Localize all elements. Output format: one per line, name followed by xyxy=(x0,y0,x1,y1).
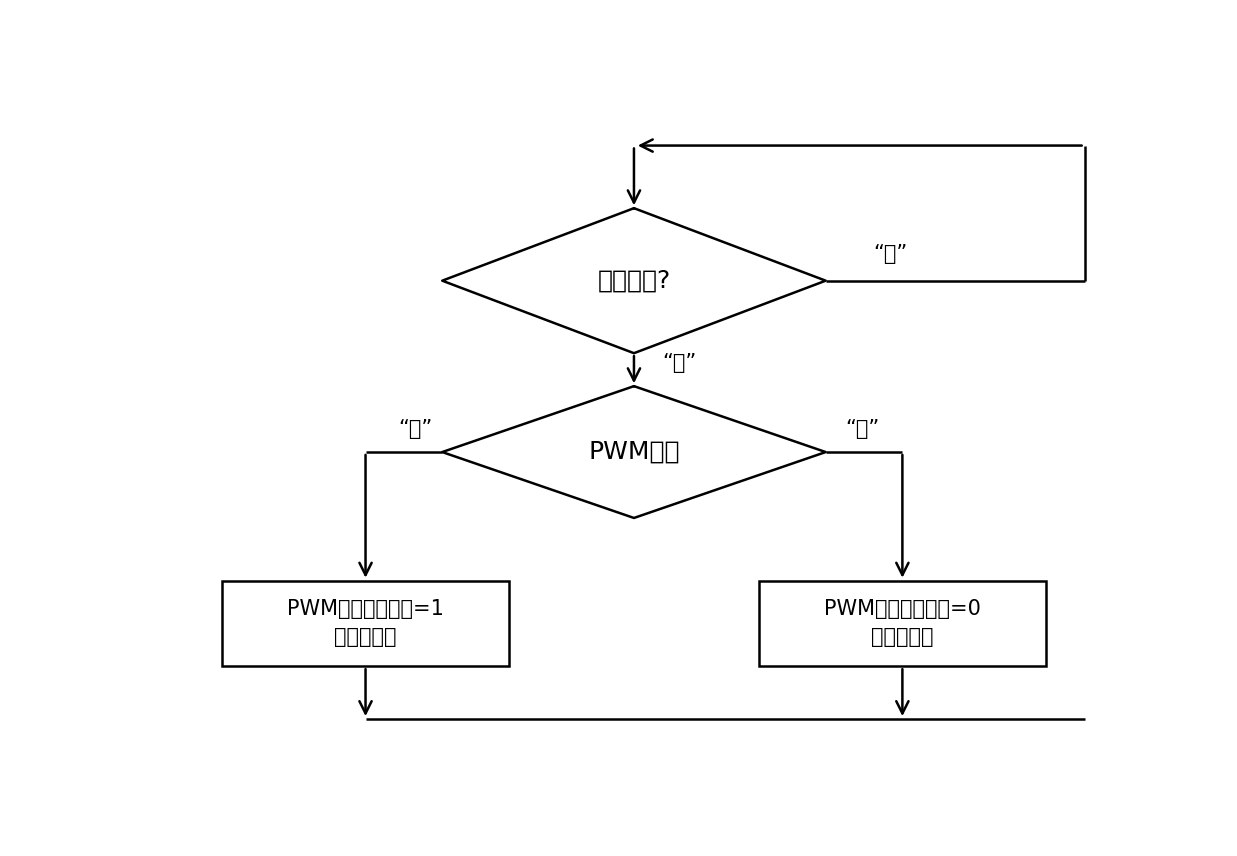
Text: PWM脉冲指令引脚=0
（关水阀）: PWM脉冲指令引脚=0 （关水阀） xyxy=(824,599,981,647)
Bar xyxy=(758,580,1047,666)
Text: “启”: “启” xyxy=(398,419,433,439)
Text: “开”: “开” xyxy=(663,353,696,373)
Bar xyxy=(221,580,510,666)
Text: PWM脉冲指令引脚=1
（开水阀）: PWM脉冲指令引脚=1 （开水阀） xyxy=(287,599,444,647)
Text: 当前状态?: 当前状态? xyxy=(597,269,670,293)
Text: “关”: “关” xyxy=(873,244,908,265)
Text: “停”: “停” xyxy=(845,419,880,439)
Text: PWM状态: PWM状态 xyxy=(589,440,679,464)
